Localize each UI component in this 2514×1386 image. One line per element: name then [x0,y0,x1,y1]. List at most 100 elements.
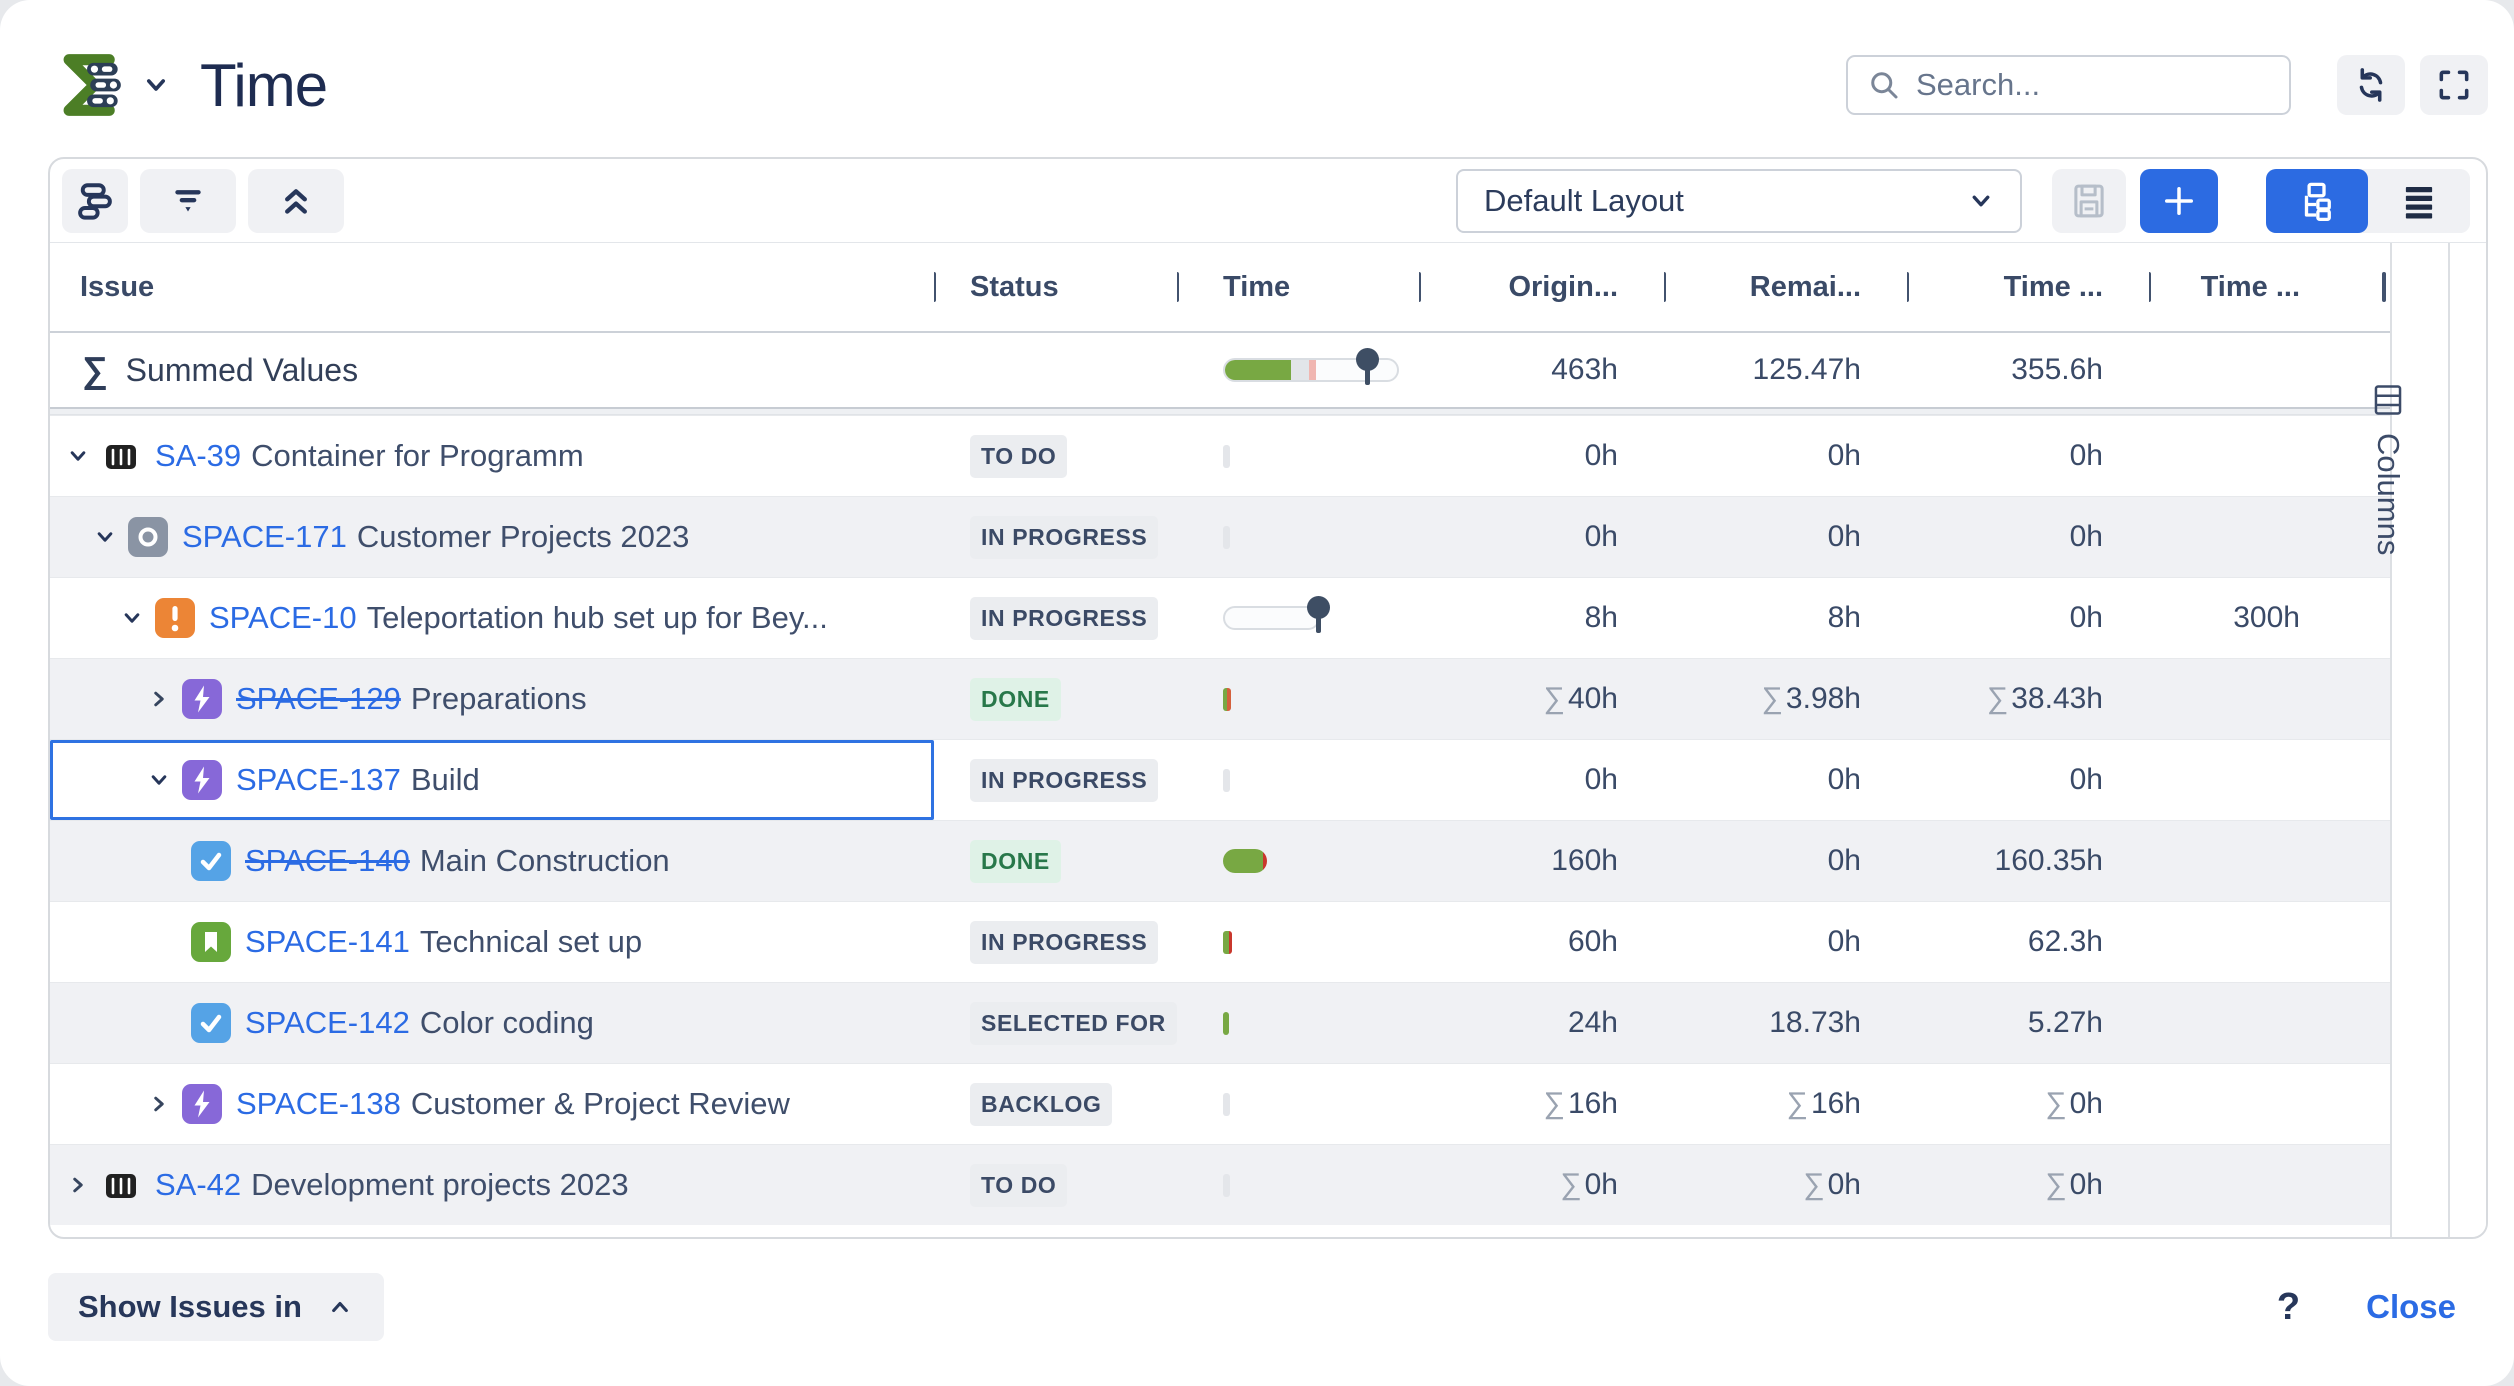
issue-key-link[interactable]: SPACE-171 [182,519,347,554]
status-badge: DONE [970,839,1061,883]
issue-cell: SA-42 Development projects 2023 [50,1145,934,1225]
value-text: 0h [2069,601,2103,634]
value-text: 8h [1827,601,1861,634]
report-card: Default Layout Issue Status Time Origin... R… [48,157,2488,1239]
chevron-down-icon[interactable] [65,443,91,469]
chevron-right-icon[interactable] [146,1091,172,1117]
value-text: 0h [1584,763,1618,796]
time-extra-value [2149,659,2390,739]
value-text: 0h [2069,1087,2103,1120]
value-text: 3.98h [1785,682,1861,715]
remaining-estimate-value: 0h [1664,902,1907,982]
column-header-time[interactable]: Time ... [1907,243,2149,331]
time-cell [1177,497,1419,577]
status-badge: IN PROGRESS [970,758,1159,802]
summed-values-label: Summed Values [125,351,359,388]
show-issues-in-button[interactable]: Show Issues in [48,1273,384,1341]
search-input[interactable] [1916,67,2315,103]
status-cell: DONE [934,659,1177,739]
save-layout-button[interactable] [2052,168,2126,233]
remaining-estimate-value: 8h [1664,578,1907,658]
columns-panel-toggle[interactable]: Columns [2370,383,2406,555]
sum-sigma-prefix: ∑ [2045,1087,2067,1120]
epic-icon [182,760,222,800]
value-text: 0h [1827,844,1861,877]
chevron-down-icon[interactable] [92,524,118,550]
logo-menu-chevron[interactable] [140,69,172,101]
close-link[interactable]: Close [2366,1288,2456,1325]
issue-key-link[interactable]: SPACE-140 [245,843,410,878]
status-cell: IN PROGRESS [934,497,1177,577]
status-cell: IN PROGRESS [934,578,1177,658]
collapse-all-button[interactable] [248,168,344,233]
fullscreen-icon [2435,66,2473,104]
time-extra-value: 300h [2149,578,2390,658]
time-cell [1177,821,1419,901]
column-header-label: Remai... [1749,270,1861,303]
list-view-button[interactable] [2368,168,2470,233]
time-progress-bar [1223,930,1232,954]
issue-key-link[interactable]: SPACE-10 [209,600,357,635]
table-row[interactable]: SPACE-171 Customer Projects 2023 IN PROGRE… [50,496,2390,577]
issue-key-link[interactable]: SPACE-138 [236,1086,401,1121]
column-header-issue[interactable]: Issue [50,243,934,331]
column-header-origin[interactable]: Origin... [1419,243,1664,331]
column-header-status[interactable]: Status [934,243,1177,331]
time-spent-total: 355.6h [2011,353,2103,386]
chevron-down-icon[interactable] [119,605,145,631]
issue-key-link[interactable]: SA-42 [155,1167,242,1202]
menu-icon [2398,180,2440,222]
table-row[interactable]: SPACE-10 Teleportation hub set up for Bey… [50,577,2390,658]
original-estimate-value: ∑ 0h [1419,1145,1664,1225]
chevron-right-icon[interactable] [65,1172,91,1198]
remaining-estimate-value: 0h [1664,416,1907,496]
add-button[interactable] [2140,168,2218,233]
issue-key-link[interactable]: SPACE-141 [245,924,410,959]
value-text: 300h [2233,601,2300,634]
time-progress-bar [1223,1092,1230,1116]
table-row[interactable]: SA-39 Container for Programm TO DO 0h 0h 0h [50,415,2390,496]
value-text: 0h [2069,439,2103,472]
show-issues-in-label: Show Issues in [78,1289,302,1324]
chevron-down-icon[interactable] [146,767,172,793]
layout-bars-icon [74,180,116,222]
layout-bars-button[interactable] [62,168,128,233]
task-icon [191,841,231,881]
column-header-label: Status [970,270,1059,303]
sum-sigma-prefix: ∑ [1543,1087,1565,1120]
column-header-time[interactable]: Time ... [2149,243,2390,331]
layout-select-value: Default Layout [1484,182,1684,218]
issue-key-link[interactable]: SPACE-142 [245,1005,410,1040]
status-badge: IN PROGRESS [970,920,1159,964]
original-estimate-value: 160h [1419,821,1664,901]
time-cell [1177,659,1419,739]
progress-segment [1227,687,1231,711]
column-header-remai[interactable]: Remai... [1664,243,1907,331]
table-row[interactable]: SPACE-142 Color coding SELECTED FOR 24h 18.7… [50,982,2390,1063]
summed-time-progress-bar [1223,348,1399,385]
fullscreen-button[interactable] [2420,55,2488,115]
time-extra-value [2149,1145,2390,1225]
original-estimate-value: 0h [1419,416,1664,496]
table-row[interactable]: SPACE-137 Build IN PROGRESS 0h 0h 0h [50,739,2390,820]
time-cell [1177,902,1419,982]
table-row[interactable]: SPACE-141 Technical set up IN PROGRESS 60h 0… [50,901,2390,982]
table-row[interactable]: SA-42 Development projects 2023 TO DO ∑ 0h ∑ 0… [50,1144,2390,1225]
hierarchy-view-button[interactable] [2266,168,2368,233]
table-row[interactable]: SPACE-129 Preparations DONE ∑ 40h ∑ 3.98h ∑ 38.4… [50,658,2390,739]
layout-select[interactable]: Default Layout [1456,168,2022,233]
issue-key-link[interactable]: SPACE-137 [236,762,401,797]
table-row[interactable]: SPACE-138 Customer & Project Review BACKLO… [50,1063,2390,1144]
issue-key-link[interactable]: SA-39 [155,438,242,473]
progress-segment [1291,360,1309,380]
table-row[interactable]: SPACE-140 Main Construction DONE 160h 0h 160.… [50,820,2390,901]
status-badge: BACKLOG [970,1082,1113,1126]
time-extra-value [2149,821,2390,901]
time-spent-value: 5.27h [1907,983,2149,1063]
refresh-button[interactable] [2337,55,2405,115]
chevron-right-icon[interactable] [146,686,172,712]
filter-button[interactable] [140,168,236,233]
issue-key-link[interactable]: SPACE-129 [236,681,401,716]
column-header-time[interactable]: Time [1177,243,1419,331]
help-icon[interactable]: ? [2276,1285,2301,1328]
